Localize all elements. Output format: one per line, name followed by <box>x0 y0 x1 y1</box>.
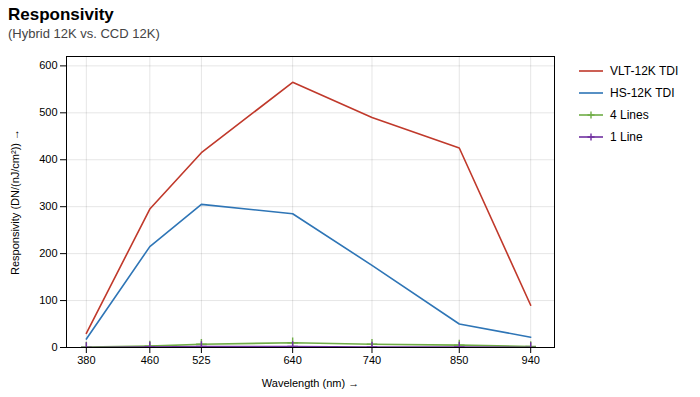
svg-text:740: 740 <box>363 354 381 366</box>
svg-text:600: 600 <box>39 59 57 71</box>
svg-text:525: 525 <box>192 354 210 366</box>
svg-text:850: 850 <box>450 354 468 366</box>
svg-text:300: 300 <box>39 200 57 212</box>
html-text:HS-12K TDI: HS-12K TDI <box>610 86 675 100</box>
svg-text:Wavelength (nm) →: Wavelength (nm) → <box>262 377 359 389</box>
svg-text:0: 0 <box>51 341 57 353</box>
svg-text:400: 400 <box>39 153 57 165</box>
html-text:VLT-12K TDI: VLT-12K TDI <box>610 64 679 78</box>
html-text:4 Lines: 4 Lines <box>610 108 649 122</box>
svg-text:500: 500 <box>39 106 57 118</box>
svg-text:100: 100 <box>39 294 57 306</box>
svg-text:460: 460 <box>141 354 159 366</box>
svg-text:380: 380 <box>77 354 95 366</box>
html-text:1 Line: 1 Line <box>610 130 643 144</box>
svg-text:940: 940 <box>522 354 540 366</box>
html-text:(Hybrid 12K vs. CCD 12K): (Hybrid 12K vs. CCD 12K) <box>8 26 160 41</box>
svg-text:640: 640 <box>283 354 301 366</box>
html-text:Responsivity: Responsivity <box>8 5 114 24</box>
svg-text:200: 200 <box>39 247 57 259</box>
svg-text:Responsivity (DN/(nJ/cm²)) →: Responsivity (DN/(nJ/cm²)) → <box>9 129 21 275</box>
